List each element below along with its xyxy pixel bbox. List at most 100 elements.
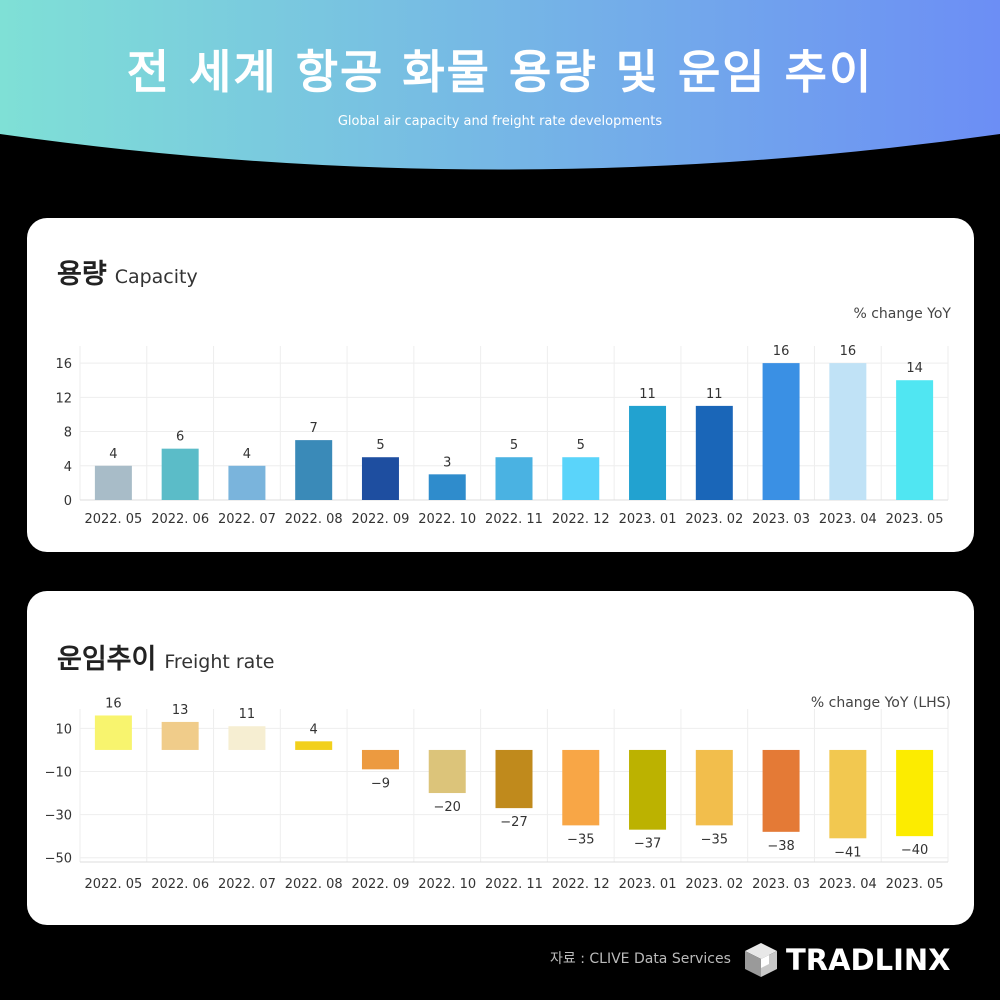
tradlinx-cube-icon [745,943,777,977]
x-tick-label: 2023. 03 [752,512,810,527]
x-tick-label: 2023. 02 [685,512,743,527]
x-tick-label: 2022. 10 [418,512,476,527]
x-tick-label: 2023. 05 [886,512,944,527]
data-label: −20 [434,800,461,815]
x-tick-label: 2022. 05 [84,877,142,892]
bar [495,457,533,500]
capacity-card: 용량 Capacity % change YoY 0 4 8 12 16 4 2022. 05… [27,218,974,552]
bar [829,363,867,500]
data-label: 16 [840,344,857,359]
x-tick-label: 2023. 04 [819,512,877,527]
data-label: 3 [443,455,451,470]
data-label: 13 [172,703,189,718]
y-tick-label: 16 [55,357,72,372]
y-tick-label: 12 [55,391,72,406]
data-label: 16 [773,344,790,359]
bar [829,749,867,839]
x-tick-label: 2023. 04 [819,877,877,892]
bar [295,440,333,500]
data-label: 11 [706,387,723,402]
x-tick-label: 2023. 01 [619,877,677,892]
data-label: −38 [767,839,794,854]
header-background [0,0,1000,170]
data-label: 4 [109,447,117,462]
bar [629,405,667,500]
bar [896,380,934,500]
tradlinx-logo: TRADLINX [744,942,951,978]
data-label: −9 [371,776,390,791]
data-label: −40 [901,843,928,858]
x-tick-label: 2022. 09 [352,877,410,892]
logo-text: TRADLINX [786,943,951,977]
x-tick-label: 2022. 06 [151,877,209,892]
data-label: −37 [634,837,661,852]
data-label: 6 [176,430,184,445]
data-label: 11 [239,707,256,722]
bar [361,457,399,500]
y-tick-label: 4 [64,460,72,475]
x-tick-label: 2022. 11 [485,877,543,892]
freight-card: 운임추이 Freight rate % change YoY (LHS) 10 −1… [27,591,974,925]
bar [161,448,199,500]
x-tick-label: 2022. 05 [84,512,142,527]
data-label: 4 [310,722,318,737]
x-tick-label: 2022. 06 [151,512,209,527]
freight-chart: 10 −10 −30 −50 16 2022. 05 13 2022. 06 11 2022. 0… [45,696,949,892]
bar [161,721,199,750]
data-label: 5 [577,438,585,453]
header-banner: 전 세계 항공 화물 용량 및 운임 추이 Global air capacit… [0,0,1000,175]
y-tick-label: 0 [64,494,72,509]
page-title: 전 세계 항공 화물 용량 및 운임 추이 [126,45,874,99]
freight-title-ko: 운임추이 [57,644,157,675]
bar [762,363,800,500]
bar [695,405,733,500]
data-label: 14 [906,361,923,376]
bar [695,749,733,826]
y-tick-label: −50 [45,852,72,867]
bar [562,749,600,826]
data-label: −41 [834,845,861,860]
y-tick-label: −10 [45,765,72,780]
y-tick-label: 10 [55,722,72,737]
x-tick-label: 2022. 12 [552,877,610,892]
data-label: −35 [701,832,728,847]
bar [361,749,399,770]
data-label: 5 [376,438,384,453]
x-tick-label: 2023. 05 [886,877,944,892]
y-tick-label: 8 [64,426,72,441]
page-subtitle: Global air capacity and freight rate dev… [337,114,663,129]
x-tick-label: 2022. 09 [352,512,410,527]
x-tick-label: 2023. 03 [752,877,810,892]
x-tick-label: 2022. 07 [218,512,276,527]
source-note: 자료 : CLIVE Data Services [550,951,731,967]
bar [562,457,600,500]
x-tick-label: 2023. 01 [619,512,677,527]
capacity-title-ko: 용량 [57,259,107,290]
freight-title: 운임추이 Freight rate [57,637,274,676]
bar [94,465,132,500]
data-label: 16 [105,696,122,711]
bar [94,715,132,750]
x-tick-label: 2022. 07 [218,877,276,892]
data-label: 11 [639,387,656,402]
bar [295,741,333,750]
data-label: 5 [510,438,518,453]
data-label: 4 [243,447,251,462]
x-tick-label: 2022. 12 [552,512,610,527]
capacity-chart: 0 4 8 12 16 4 2022. 05 6 2022. 06 4 2022. 07 7 2022.… [55,344,949,527]
data-label: −27 [500,815,527,830]
freight-unit-label: % change YoY (LHS) [810,695,951,711]
capacity-unit-label: % change YoY [853,306,951,322]
y-tick-label: −30 [45,809,72,824]
data-label: 7 [310,421,318,436]
bar [428,474,466,500]
x-tick-label: 2022. 11 [485,512,543,527]
freight-title-en: Freight rate [164,651,275,673]
capacity-title: 용량 Capacity [57,252,198,291]
data-label: −35 [567,832,594,847]
x-tick-label: 2023. 02 [685,877,743,892]
bar [228,465,266,500]
capacity-title-en: Capacity [114,266,198,288]
bar [495,749,533,809]
bar [428,749,466,794]
